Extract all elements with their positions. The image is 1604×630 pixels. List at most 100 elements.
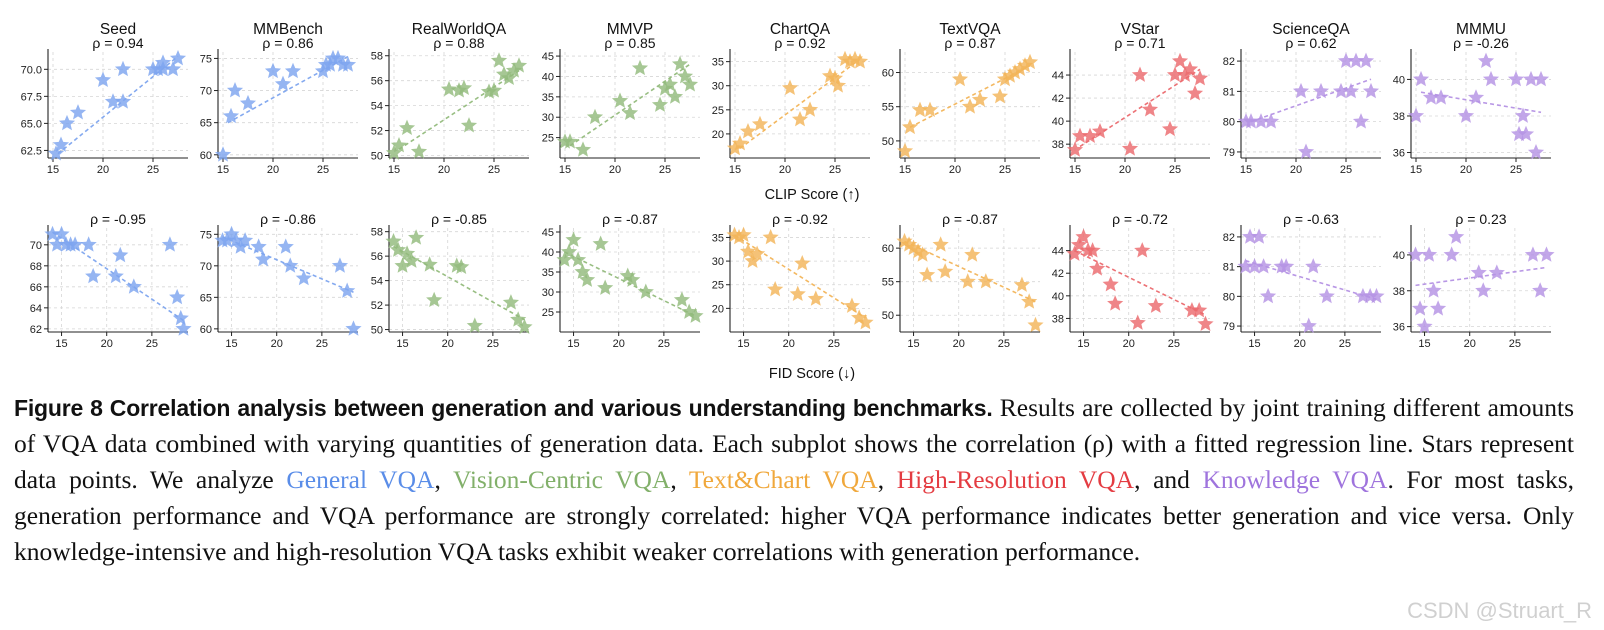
x-tick-label: 25 xyxy=(829,164,841,176)
x-tick-label: 25 xyxy=(487,338,499,350)
data-point-star xyxy=(410,143,428,159)
data-point-star xyxy=(1246,258,1263,274)
data-point-star xyxy=(735,226,752,242)
data-point-star xyxy=(661,76,679,92)
data-point-star xyxy=(67,236,84,252)
x-tick-label: 15 xyxy=(396,338,408,350)
x-tick-label: 15 xyxy=(907,338,919,350)
y-tick-label: 62 xyxy=(30,324,42,336)
data-point-star xyxy=(1241,228,1259,244)
y-tick-label: 65 xyxy=(200,292,212,304)
x-tick-label: 25 xyxy=(659,164,671,176)
data-point-star xyxy=(1001,67,1019,83)
data-point-star xyxy=(450,82,468,98)
data-point-star xyxy=(1357,52,1375,68)
x-tick-label: 20 xyxy=(267,164,279,176)
data-point-star xyxy=(681,76,699,92)
data-point-star xyxy=(1021,293,1038,309)
data-point-star xyxy=(455,79,473,96)
data-point-star xyxy=(1368,287,1385,304)
x-tick-label: 15 xyxy=(1418,338,1430,350)
panel-title: MMMU xyxy=(1456,21,1506,38)
data-point-star xyxy=(1131,66,1149,82)
data-point-star xyxy=(574,141,592,157)
panel-fid-8: 79 80 81 82 15 20 25 ρ = -0.63 xyxy=(1223,211,1385,350)
panel-title: ChartQA xyxy=(770,21,831,38)
y-tick-label: 40 xyxy=(1393,74,1405,86)
data-point-star xyxy=(1075,228,1092,244)
data-point-star xyxy=(1347,52,1365,68)
data-point-star xyxy=(730,228,748,245)
data-point-star xyxy=(1021,53,1039,70)
data-point-star xyxy=(1081,127,1099,143)
y-tick-label: 68 xyxy=(30,261,42,273)
data-point-star xyxy=(53,225,70,242)
x-tick-label: 25 xyxy=(658,338,670,350)
x-tick-label: 20 xyxy=(613,338,625,350)
y-tick-label: 54 xyxy=(371,101,383,113)
data-point-star xyxy=(390,137,408,153)
data-point-star xyxy=(1448,228,1465,244)
data-point-star xyxy=(1488,264,1505,280)
data-point-star xyxy=(1250,228,1268,244)
x-tick-label: 20 xyxy=(1123,338,1135,350)
y-tick-label: 62.5 xyxy=(21,145,42,157)
y-tick-label: 35 xyxy=(712,57,724,69)
x-tick-label: 25 xyxy=(1168,338,1180,350)
data-point-star xyxy=(1457,107,1475,123)
x-tick-label: 20 xyxy=(1290,164,1302,176)
data-point-star xyxy=(731,135,749,151)
data-point-star xyxy=(114,93,132,109)
data-point-star xyxy=(125,278,142,294)
data-point-star xyxy=(94,71,112,87)
panel-rho: ρ = 0.23 xyxy=(1455,211,1506,227)
data-point-star xyxy=(453,258,470,275)
data-point-star xyxy=(1425,282,1442,298)
data-point-star xyxy=(385,144,403,160)
y-tick-label: 25 xyxy=(712,280,724,292)
data-point-star xyxy=(1084,242,1101,258)
data-point-star xyxy=(1091,123,1109,139)
caption-text-chart-vqa: Text&Chart VQA xyxy=(688,465,878,494)
data-point-star xyxy=(901,118,919,135)
regression-line xyxy=(739,58,861,150)
x-tick-label: 20 xyxy=(953,338,965,350)
x-tick-label: 20 xyxy=(949,164,961,176)
data-point-star xyxy=(767,280,784,297)
data-point-star xyxy=(440,80,458,97)
x-tick-label: 20 xyxy=(97,164,109,176)
data-point-star xyxy=(107,267,124,284)
data-point-star xyxy=(490,52,508,68)
y-tick-label: 65.0 xyxy=(21,118,42,130)
data-point-star xyxy=(1416,318,1433,334)
data-point-star xyxy=(961,98,979,114)
x-tick-label: 15 xyxy=(1069,164,1081,176)
data-point-star xyxy=(1527,144,1545,160)
data-point-star xyxy=(896,142,914,159)
y-tick-label: 40 xyxy=(1052,116,1064,128)
data-point-star xyxy=(250,238,267,254)
data-point-star xyxy=(739,123,757,139)
data-point-star xyxy=(1432,89,1450,105)
data-point-star xyxy=(284,62,302,79)
data-point-star xyxy=(1430,300,1447,316)
data-point-star xyxy=(621,104,639,121)
y-tick-label: 82 xyxy=(1223,232,1235,244)
data-point-star xyxy=(466,317,483,333)
y-tick-label: 38 xyxy=(1393,286,1405,298)
data-point-star xyxy=(104,93,122,109)
y-tick-label: 70 xyxy=(200,86,212,98)
panel-fid-9: 36 38 40 15 20 25 ρ = 0.23 xyxy=(1393,211,1555,350)
data-point-star xyxy=(485,82,503,98)
panel-title: ScienceQA xyxy=(1272,21,1350,38)
data-point-star xyxy=(1260,287,1277,304)
data-point-star xyxy=(1337,52,1355,68)
y-tick-label: 35 xyxy=(542,92,554,104)
data-point-star xyxy=(921,101,939,118)
y-tick-label: 55 xyxy=(882,102,894,114)
